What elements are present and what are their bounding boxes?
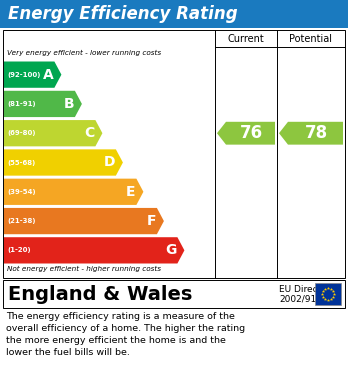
Text: EU Directive: EU Directive xyxy=(279,285,335,294)
Bar xyxy=(315,283,341,305)
Polygon shape xyxy=(4,179,143,205)
Bar xyxy=(3,280,345,308)
Polygon shape xyxy=(4,208,164,234)
Text: Not energy efficient - higher running costs: Not energy efficient - higher running co… xyxy=(7,266,161,272)
Text: 78: 78 xyxy=(304,124,327,142)
Polygon shape xyxy=(4,120,102,146)
Text: B: B xyxy=(63,97,74,111)
Polygon shape xyxy=(217,122,275,145)
Text: C: C xyxy=(84,126,94,140)
Text: A: A xyxy=(43,68,53,82)
Text: Current: Current xyxy=(228,34,264,43)
Text: D: D xyxy=(103,156,115,170)
Text: 2002/91/EC: 2002/91/EC xyxy=(279,294,331,303)
Text: E: E xyxy=(126,185,135,199)
Text: (21-38): (21-38) xyxy=(7,218,35,224)
Text: (81-91): (81-91) xyxy=(7,101,35,107)
Text: England & Wales: England & Wales xyxy=(8,285,192,303)
Polygon shape xyxy=(4,149,123,176)
Text: Very energy efficient - lower running costs: Very energy efficient - lower running co… xyxy=(7,50,161,56)
Text: (69-80): (69-80) xyxy=(7,130,35,136)
Polygon shape xyxy=(4,237,184,264)
Polygon shape xyxy=(279,122,343,145)
Text: (39-54): (39-54) xyxy=(7,189,35,195)
Text: (92-100): (92-100) xyxy=(7,72,40,78)
Text: G: G xyxy=(165,243,176,257)
Text: Potential: Potential xyxy=(290,34,332,43)
Bar xyxy=(0,0,348,28)
Text: F: F xyxy=(147,214,156,228)
Text: (55-68): (55-68) xyxy=(7,160,35,165)
Bar xyxy=(3,30,345,278)
Text: Energy Efficiency Rating: Energy Efficiency Rating xyxy=(8,5,238,23)
Text: 76: 76 xyxy=(239,124,262,142)
Polygon shape xyxy=(4,61,61,88)
Polygon shape xyxy=(4,91,82,117)
Text: The energy efficiency rating is a measure of the
overall efficiency of a home. T: The energy efficiency rating is a measur… xyxy=(6,312,245,357)
Text: (1-20): (1-20) xyxy=(7,248,31,253)
